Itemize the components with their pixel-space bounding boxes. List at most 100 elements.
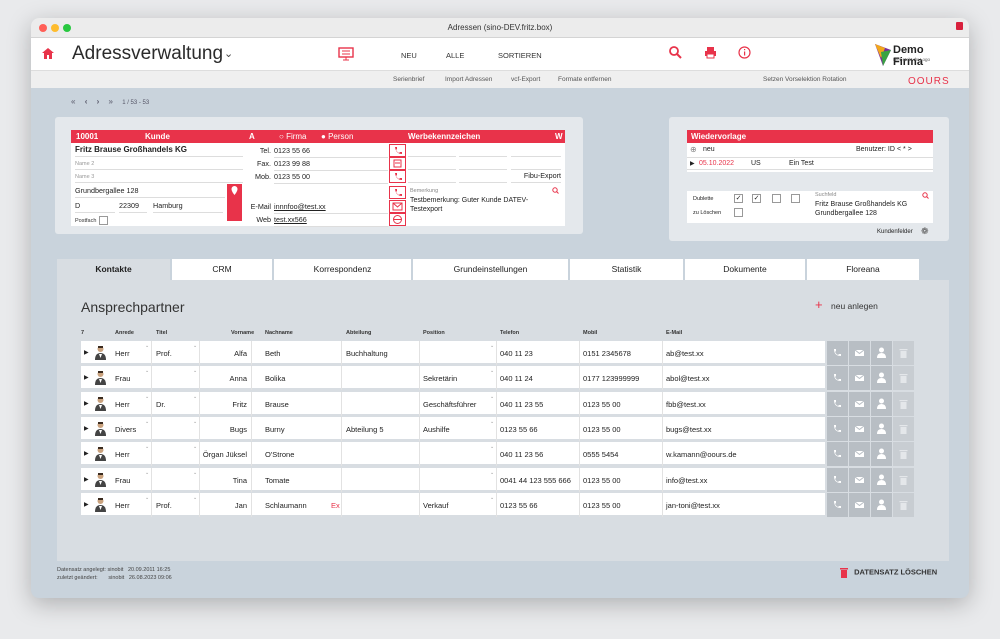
cell-nachname[interactable]: Brause — [265, 399, 289, 409]
dropdown-arrow-icon[interactable]: ⌄ — [145, 368, 150, 375]
last-record-icon[interactable]: » — [108, 97, 113, 106]
col-telefon[interactable]: Telefon — [500, 330, 520, 336]
radio-person[interactable]: ● Person — [321, 132, 354, 141]
cell-vorname[interactable]: Bugs — [229, 424, 247, 434]
row-expand-icon[interactable]: ▶ — [84, 400, 89, 407]
table-row[interactable]: ▶ Herr Prof. Jan Schlaumann Ex Verkauf 0123 55 … — [81, 492, 825, 517]
table-row[interactable]: ▶ Herr Dr. Fritz Brause Geschäftsführer 040 11… — [81, 391, 825, 416]
col-anrede[interactable]: Anrede — [115, 330, 134, 336]
werbe-select-2[interactable] — [459, 144, 507, 157]
record-abc[interactable]: A — [249, 132, 255, 141]
col-titel[interactable]: Titel — [156, 330, 168, 336]
next-record-icon[interactable]: › — [96, 97, 100, 106]
row-expand-icon[interactable]: ▶ — [84, 425, 89, 432]
send-email-button[interactable] — [389, 200, 406, 213]
cell-anrede[interactable]: Herr — [115, 399, 130, 409]
fax-button[interactable] — [389, 157, 406, 170]
cell-anrede[interactable]: Herr — [115, 500, 130, 510]
dropdown-arrow-icon[interactable]: ⌄ — [193, 418, 198, 425]
delete-contact-button[interactable] — [893, 442, 914, 467]
tab-dokumente[interactable]: Dokumente — [685, 259, 805, 280]
dublette-checkbox-2[interactable]: ✓ — [752, 194, 761, 203]
presentation-icon[interactable] — [338, 47, 354, 61]
delete-contact-button[interactable] — [893, 366, 914, 391]
call-contact-button[interactable] — [827, 341, 848, 365]
searchfield-line2[interactable]: Grundbergallee 128 — [815, 210, 877, 217]
minimize-window-button[interactable] — [51, 24, 59, 32]
transfer-contact-button[interactable] — [871, 391, 892, 416]
cell-position[interactable]: Geschäftsführer — [423, 399, 477, 409]
cell-mobil[interactable]: 0555 5454 — [583, 450, 619, 460]
cell-mobil[interactable]: 0123 55 00 — [583, 399, 621, 409]
postfach-field[interactable]: Postfach — [75, 214, 125, 227]
cell-email[interactable]: fbb@test.xx — [666, 399, 706, 409]
tab-kontakte[interactable]: Kontakte — [57, 259, 170, 280]
werbe-select-8[interactable] — [459, 170, 507, 183]
delete-contact-button[interactable] — [893, 467, 914, 492]
menu-sort[interactable]: SORTIEREN — [498, 51, 542, 60]
dropdown-arrow-icon[interactable]: ⌄ — [145, 469, 150, 476]
kundenfelder-link[interactable]: Kundenfelder — [877, 229, 913, 235]
dropdown-arrow-icon[interactable]: ⌄ — [145, 393, 150, 400]
call-extra-button[interactable] — [389, 186, 406, 199]
open-web-button[interactable] — [389, 213, 406, 226]
dropdown-arrow-icon[interactable]: ⌄ — [490, 343, 495, 349]
dropdown-arrow-icon[interactable]: ⌄ — [145, 418, 150, 425]
cell-telefon[interactable]: 040 11 23 — [500, 349, 533, 358]
dropdown-arrow-icon[interactable]: ⌄ — [193, 368, 198, 375]
cell-titel[interactable]: Dr. — [156, 399, 166, 409]
submenu-formate-entfernen[interactable]: Formate entfernen — [558, 76, 612, 83]
dropdown-arrow-icon[interactable]: ⌄ — [490, 444, 495, 451]
dropdown-arrow-icon[interactable]: ⌄ — [145, 444, 150, 451]
table-row[interactable]: ▶ Herr Prof. Alfa Beth Buchhaltung 040 11 23 01… — [81, 341, 825, 365]
email-contact-button[interactable] — [849, 416, 870, 441]
email-contact-button[interactable] — [849, 442, 870, 467]
bemerkung-field[interactable]: Testbemerkung: Guter Kunde DATEV-Testexp… — [410, 197, 529, 213]
cell-position[interactable]: Verkauf — [423, 500, 449, 510]
table-row[interactable]: ▶ Frau Anna Bolika Sekretärin 040 11 24 0177 1… — [81, 366, 825, 391]
email-contact-button[interactable] — [849, 492, 870, 517]
col-email[interactable]: E-Mail — [666, 330, 683, 336]
cell-telefon[interactable]: 0123 55 66 — [500, 500, 538, 510]
cell-email[interactable]: info@test.xx — [666, 475, 708, 485]
info-icon[interactable] — [738, 46, 751, 59]
row-expand-icon[interactable]: ▶ — [690, 161, 695, 167]
wv-user-filter[interactable]: < * > — [897, 146, 912, 153]
delete-contact-button[interactable] — [893, 492, 914, 517]
search-icon[interactable] — [552, 187, 559, 194]
werbe-select-3[interactable] — [511, 144, 561, 157]
dropdown-arrow-icon[interactable]: ⌄ — [490, 469, 495, 476]
dropdown-arrow-icon[interactable]: ⌄ — [490, 418, 495, 425]
cell-vorname[interactable]: Alfa — [234, 349, 247, 358]
dropdown-arrow-icon[interactable]: ⌄ — [145, 343, 150, 349]
dropdown-arrow-icon[interactable]: ⌄ — [490, 393, 495, 400]
call-mob-button[interactable] — [389, 170, 406, 183]
delete-record-button[interactable]: DATENSATZ LÖSCHEN — [839, 567, 937, 578]
cell-abteilung[interactable]: Buchhaltung — [346, 349, 388, 358]
werbe-select-4[interactable] — [408, 157, 456, 170]
call-contact-button[interactable] — [827, 442, 848, 467]
transfer-contact-button[interactable] — [871, 341, 892, 365]
call-contact-button[interactable] — [827, 416, 848, 441]
delete-mark-checkbox[interactable] — [734, 208, 743, 217]
cell-vorname[interactable]: Fritz — [232, 399, 247, 409]
transfer-contact-button[interactable] — [871, 366, 892, 391]
werbe-select-6[interactable] — [511, 157, 561, 170]
cell-nachname[interactable]: Beth — [265, 349, 281, 358]
search-icon[interactable] — [669, 46, 682, 59]
mob-field[interactable]: 0123 55 00 — [274, 171, 388, 184]
name3-field[interactable]: Name 3 — [75, 170, 243, 183]
cell-mobil[interactable]: 0151 2345678 — [583, 349, 631, 358]
tab-grundeinstellungen[interactable]: Grundeinstellungen — [413, 259, 568, 280]
cell-nachname[interactable]: Bolika — [265, 374, 286, 384]
email-contact-button[interactable] — [849, 467, 870, 492]
werbe-select-7[interactable] — [408, 170, 456, 183]
zoom-window-button[interactable] — [63, 24, 71, 32]
dropdown-arrow-icon[interactable]: ⌄ — [193, 444, 198, 451]
dropdown-arrow-icon[interactable]: ⌄ — [490, 494, 495, 501]
cell-telefon[interactable]: 040 11 23 55 — [500, 399, 544, 409]
cell-mobil[interactable]: 0123 55 00 — [583, 424, 621, 434]
postfach-checkbox[interactable] — [99, 215, 109, 225]
cell-nachname[interactable]: Tomate — [265, 475, 290, 485]
menu-new[interactable]: NEU — [401, 51, 417, 60]
